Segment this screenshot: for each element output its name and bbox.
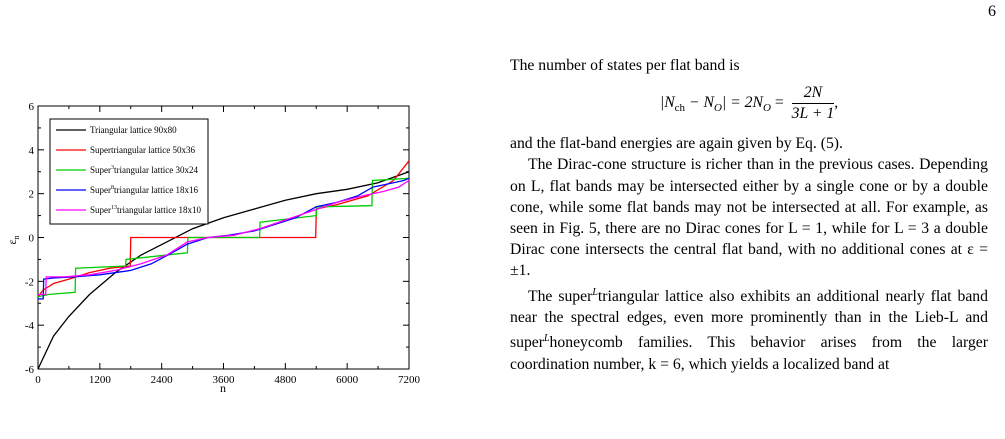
x-tick-label: 7200 xyxy=(398,374,421,386)
x-axis-label: n xyxy=(220,381,226,395)
paragraph-4: The superLtriangular lattice also exhibi… xyxy=(510,286,988,373)
legend-label-4: Super8triangular lattice 18x16 xyxy=(90,185,198,195)
y-tick-label: 0 xyxy=(29,233,35,245)
y-tick-label: -2 xyxy=(25,276,34,288)
paragraph-3: The Dirac-cone structure is richer than … xyxy=(510,156,988,280)
y-axis-label: εn xyxy=(5,235,21,244)
legend-label-2: Supertriangular lattice 50x36 xyxy=(90,145,195,155)
eq-equals: = xyxy=(770,94,788,112)
eq-denominator: 3L + 1 xyxy=(791,105,835,123)
x-tick-label: 3600 xyxy=(213,374,236,386)
x-tick-label: 4800 xyxy=(274,374,297,386)
series-line-2 xyxy=(37,160,410,298)
x-tick-label: 6000 xyxy=(336,374,359,386)
x-tick-label: 1200 xyxy=(89,374,112,386)
y-tick-label: 4 xyxy=(29,145,35,157)
paragraph-2: and the flat-band energies are again giv… xyxy=(510,135,843,153)
legend-label-3: Super3triangular lattice 30x24 xyxy=(90,165,198,175)
series-line-5 xyxy=(38,179,410,296)
chart: 0 1200 2400 3600 4800 6000 7200 -6 -4 -2 0 2 4 6 n εn… xyxy=(5,101,421,395)
series-line-3 xyxy=(37,177,410,298)
x-tick-label: 0 xyxy=(35,374,41,386)
figure: 0 1200 2400 3600 4800 6000 7200 -6 -4 -2 0 2 4 6 n εn… xyxy=(0,0,480,439)
eq-numerator: 2N xyxy=(791,83,835,105)
y-tick-label: 6 xyxy=(29,101,35,113)
legend-label-5: Super13triangular lattice 18x10 xyxy=(90,205,201,215)
page-number: 6 xyxy=(988,3,996,20)
eq-fraction: 2N 3L + 1 xyxy=(791,83,835,124)
y-tick-label: -4 xyxy=(25,320,35,332)
legend-label-1: Triangular lattice 90x80 xyxy=(90,125,177,135)
x-tick-label: 2400 xyxy=(151,374,174,386)
legend-box xyxy=(49,118,209,225)
y-tick-label: 2 xyxy=(29,189,35,201)
equation: |Nch − NO| = 2NO = 2N 3L + 1, xyxy=(510,83,988,125)
eq-lhs: |Nch − NO| = 2NO xyxy=(659,94,771,115)
series-line-1 xyxy=(37,171,410,370)
paragraph-1: The number of states per flat band is xyxy=(510,57,740,74)
legend: Triangular lattice 90x80 Supertriangular … xyxy=(49,118,209,225)
eq-comma: , xyxy=(834,94,839,112)
body-text: The number of states per flat band is |N… xyxy=(510,55,988,375)
y-tick-label: -6 xyxy=(25,364,35,376)
